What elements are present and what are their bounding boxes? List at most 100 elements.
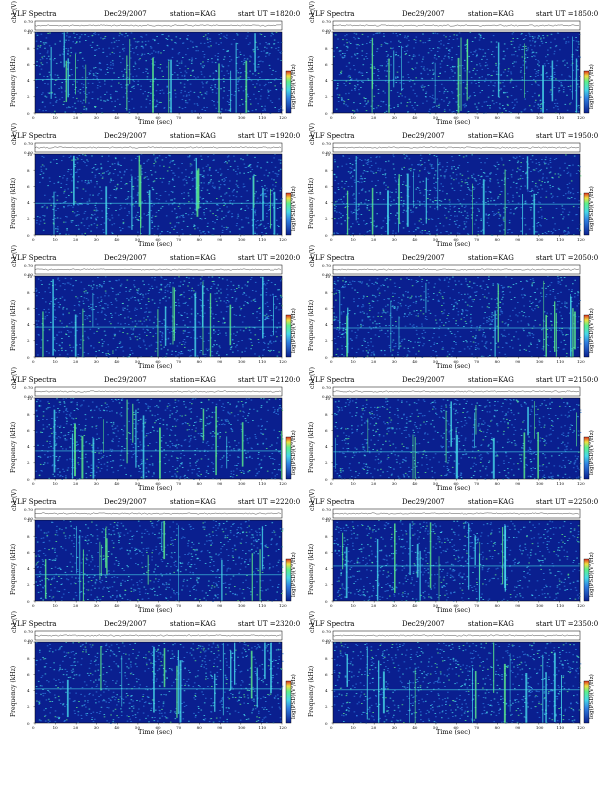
spectrogram-noise-cell [70, 221, 73, 223]
spectrogram-noise-cell [335, 206, 337, 207]
spectrogram-noise-cell [487, 200, 489, 202]
spectrogram-noise-cell [532, 51, 535, 53]
spectrogram-noise-cell [146, 325, 148, 327]
spectrogram-noise-cell [101, 299, 103, 301]
spectrogram-noise-cell [49, 102, 52, 104]
spectrogram-noise-cell [244, 301, 247, 302]
spectrogram-noise-cell [161, 336, 164, 338]
x-tick-label: 10 [52, 114, 58, 120]
spectrogram-noise-cell [179, 285, 181, 287]
spectrogram-noise-cell [43, 222, 46, 224]
spectrogram-noise-cell [44, 194, 46, 196]
spectrogram-noise-cell [166, 39, 169, 40]
spectrogram-noise-cell [254, 281, 257, 283]
spectrogram-noise-cell [265, 195, 268, 197]
spectrogram-noise-cell [453, 190, 456, 191]
spectrogram-noise-cell [225, 311, 228, 313]
spectrogram-noise-cell [423, 201, 425, 202]
spectrogram-noise-cell [534, 76, 537, 77]
spectrogram-noise-cell [97, 328, 100, 330]
spectrogram-noise-cell [411, 68, 413, 70]
spectrogram-noise-cell [468, 55, 470, 57]
spectrogram-noise-cell [240, 86, 243, 88]
spectrogram-noise-cell [192, 46, 195, 48]
spectrogram-noise-cell [475, 49, 477, 51]
spectrogram-noise-cell [522, 158, 524, 159]
spectrogram-noise-cell [97, 85, 99, 86]
spectrogram-noise-cell [142, 339, 145, 341]
spectrogram-noise-cell [490, 41, 493, 43]
spectrogram-noise-cell [433, 328, 436, 329]
spectrogram-noise-cell [434, 208, 436, 210]
spectrogram-noise-cell [520, 166, 522, 167]
spectrogram-noise-cell [138, 216, 141, 217]
spectrogram-noise-cell [61, 32, 64, 34]
spectrogram-noise-cell [539, 38, 542, 40]
spectrogram-noise-cell [231, 213, 233, 215]
spectrogram-noise-cell [376, 282, 378, 284]
spectrogram-noise-cell [105, 171, 108, 173]
spectrogram-burst [63, 32, 65, 68]
spectrogram-noise-cell [462, 156, 465, 158]
spectrogram-burst [273, 296, 274, 336]
spectrogram-noise-cell [370, 165, 373, 166]
spectrogram-noise-cell [139, 89, 142, 90]
spectrogram-noise-cell [344, 207, 347, 208]
spectrogram-noise-cell [386, 64, 389, 66]
spectrogram-noise-cell [84, 292, 86, 294]
spectrogram-noise-cell [270, 282, 273, 283]
spectrogram-noise-cell [35, 308, 38, 309]
spectrogram-noise-cell [555, 158, 558, 159]
spectrogram-noise-cell [155, 105, 158, 107]
spectrogram-noise-cell [443, 177, 446, 179]
spectrogram-noise-cell [187, 48, 189, 50]
spectrogram-noise-cell [471, 175, 473, 177]
spectrogram-noise-cell [272, 293, 274, 295]
spectrogram-noise-cell [115, 40, 118, 42]
x-tick-label: 30 [93, 236, 99, 242]
spectrogram-noise-cell [494, 82, 496, 84]
spectrogram-noise-cell [377, 180, 379, 182]
spectrogram-noise-cell [110, 42, 113, 44]
spectrogram-noise-cell [550, 89, 552, 91]
spectrogram-noise-cell [433, 155, 436, 157]
spectrogram-noise-cell [163, 279, 166, 280]
spectrogram-noise-cell [465, 205, 467, 207]
spectrogram-noise-cell [66, 229, 68, 231]
spectrogram-noise-cell [208, 232, 210, 233]
spectrogram-noise-cell [436, 233, 438, 235]
spectrogram-noise-cell [431, 94, 434, 96]
spectrogram-noise-cell [67, 50, 70, 52]
spectrogram-noise-cell [45, 168, 48, 170]
spectrogram-noise-cell [226, 101, 229, 102]
spectrogram-noise-cell [171, 191, 174, 193]
ch1-tick-label: 0.00 [24, 27, 33, 33]
spectrogram-noise-cell [416, 104, 419, 106]
spectrogram-noise-cell [386, 70, 388, 72]
spectrogram-noise-cell [154, 78, 156, 80]
spectrogram-noise-cell [408, 55, 411, 56]
spectrogram-noise-cell [522, 60, 525, 62]
spectrogram-noise-cell [377, 89, 380, 90]
spectrogram-noise-cell [197, 227, 199, 229]
spectrogram-noise-cell [260, 95, 262, 97]
spectrogram-noise-cell [168, 286, 171, 288]
spectrogram-noise-cell [461, 181, 463, 183]
spectrogram-noise-cell [80, 34, 83, 36]
spectrogram-noise-cell [559, 189, 561, 191]
spectrogram-noise-cell [446, 162, 449, 163]
spectrogram-noise-cell [216, 204, 218, 206]
spectrogram-burst [201, 285, 204, 328]
spectrogram-noise-cell [84, 190, 87, 192]
spectrogram-noise-cell [145, 304, 147, 306]
spectrogram-noise-cell [62, 313, 64, 315]
spectrogram-noise-cell [251, 344, 253, 346]
spectrogram-noise-cell [150, 58, 153, 60]
spectrogram-noise-cell [136, 41, 139, 43]
spectrogram-noise-cell [559, 49, 561, 51]
spectrogram-noise-cell [415, 206, 418, 208]
spectrogram-noise-cell [478, 63, 481, 65]
spectrogram-noise-cell [182, 57, 184, 58]
spectrogram-noise-cell [38, 334, 40, 336]
spectrogram-noise-cell [486, 198, 489, 199]
